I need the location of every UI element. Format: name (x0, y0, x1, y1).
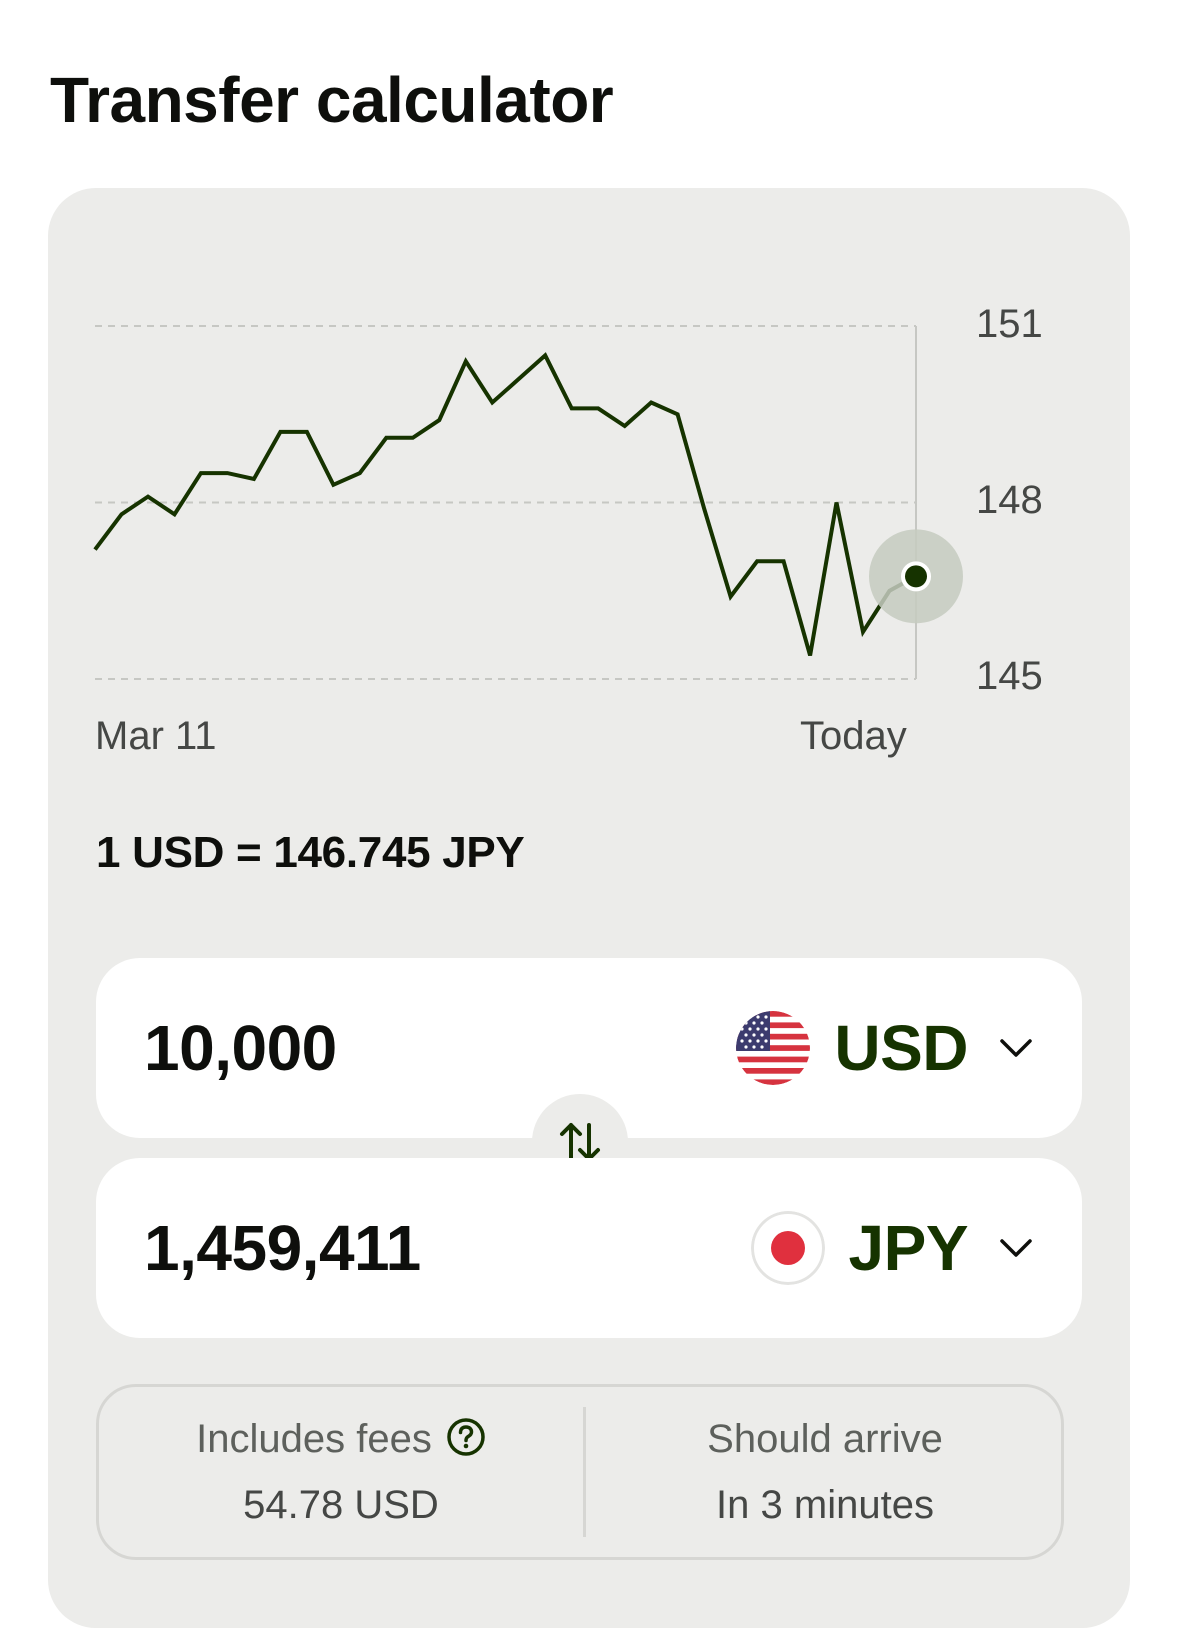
fees-value: 54.78 USD (243, 1483, 439, 1527)
arrival-label: Should arrive (707, 1417, 943, 1461)
fees-info: Includes fees 54.78 USD (99, 1387, 583, 1557)
receive-currency-code: JPY (848, 1212, 969, 1284)
send-amount-input[interactable]: 10,000 (144, 1012, 337, 1084)
exchange-rate: 1 USD = 146.745 JPY (96, 828, 525, 877)
rate-chart-svg (93, 325, 963, 680)
x-tick-label-end: Today (800, 714, 907, 758)
current-point[interactable] (905, 565, 927, 588)
send-currency-code: USD (834, 1012, 968, 1084)
y-tick-label: 145 (976, 654, 1043, 698)
fees-label: Includes fees (196, 1417, 432, 1461)
transfer-info-box: Includes fees 54.78 USD Should arrive In… (96, 1384, 1064, 1560)
chevron-down-icon (1000, 1039, 1032, 1057)
receive-currency-select[interactable]: JPY (750, 1158, 1034, 1338)
calculator-card: 151 148 145 Mar 11 Today 1 USD = 146.745… (48, 188, 1130, 1628)
arrival-info: Should arrive In 3 minutes (583, 1387, 1067, 1557)
info-divider (583, 1407, 586, 1537)
x-tick-label-start: Mar 11 (95, 714, 217, 758)
arrival-value: In 3 minutes (716, 1483, 934, 1527)
page-title: Transfer calculator (50, 64, 614, 136)
y-tick-label: 151 (976, 302, 1043, 346)
rate-series-line (93, 352, 917, 657)
send-currency-select[interactable]: USD (736, 958, 1034, 1138)
us-flag-icon (736, 1011, 811, 1085)
receive-amount-box: 1,459,411 JPY (96, 1158, 1082, 1338)
chevron-down-icon (1000, 1239, 1032, 1257)
help-icon[interactable] (446, 1417, 486, 1457)
y-tick-label: 148 (976, 478, 1043, 522)
send-amount-box: 10,000 (96, 958, 1082, 1138)
rate-chart[interactable]: 151 148 145 Mar 11 Today (48, 188, 1130, 788)
jp-flag-icon (750, 1211, 825, 1285)
receive-amount-input[interactable]: 1,459,411 (144, 1212, 421, 1284)
